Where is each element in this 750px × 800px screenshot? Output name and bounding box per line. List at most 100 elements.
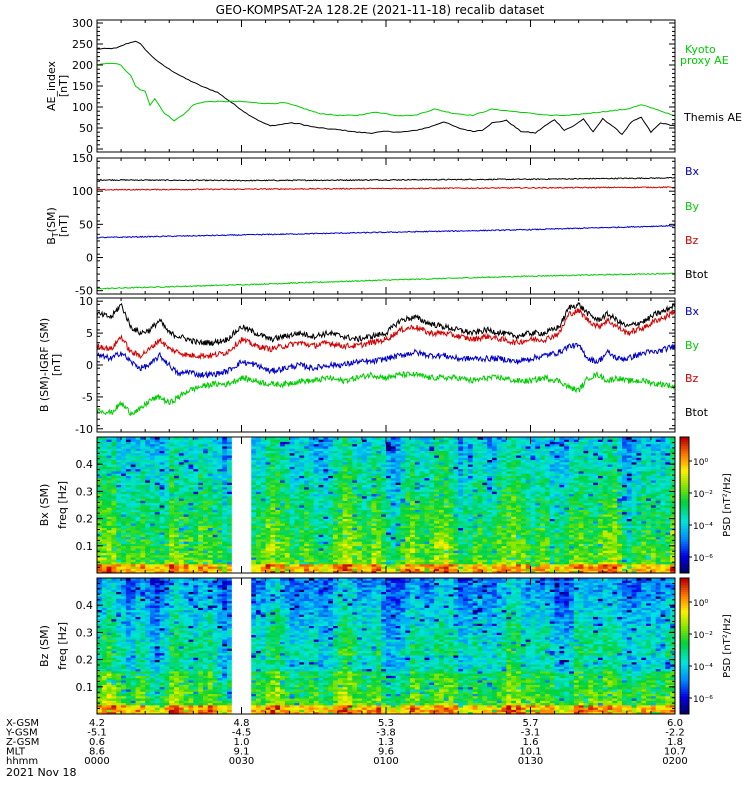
spectrogram-cell: [106, 543, 112, 547]
spectrogram-cell: [424, 455, 430, 458]
spectrogram-cell: [251, 455, 257, 458]
spectrogram-cell: [130, 548, 136, 551]
spectrogram-cell: [260, 518, 266, 522]
spectrogram-cell: [318, 461, 324, 465]
spectrogram-cell: [357, 468, 363, 472]
spectrogram-cell: [328, 563, 334, 567]
spectrogram-cell: [121, 498, 127, 501]
spectrogram-cell: [482, 552, 488, 556]
spectrogram-cell: [448, 477, 454, 481]
spectrogram-cell: [313, 464, 319, 467]
spectrogram-cell: [424, 543, 430, 547]
spectrogram-cell: [202, 563, 209, 567]
spectrogram-cell: [414, 527, 421, 531]
spectrogram-cell: [414, 529, 421, 533]
spectrogram-cell: [376, 437, 382, 440]
spectrogram-cell: [458, 480, 464, 483]
spectrogram-cell: [429, 539, 435, 542]
spectrogram-cell: [333, 541, 339, 544]
spectrogram-cell: [145, 439, 151, 442]
spectrogram-cell: [410, 455, 416, 458]
spectrogram-cell: [414, 541, 421, 544]
spectrogram-cell: [458, 498, 464, 501]
spectrogram-cell: [472, 480, 478, 483]
spectrogram-cell: [121, 539, 127, 542]
spectrogram-cell: [111, 439, 117, 442]
spectrogram-cell: [342, 527, 348, 531]
spectrogram-cell: [202, 477, 209, 481]
spectrogram-cell: [419, 566, 425, 569]
spectrogram-cell: [386, 541, 392, 544]
spectrogram-cell: [381, 486, 387, 490]
spectrogram-cell: [222, 452, 228, 456]
spectrogram-cell: [328, 491, 334, 495]
spectrogram-cell: [169, 480, 175, 483]
spectrogram-cell: [202, 518, 209, 522]
spectrogram-cell: [352, 514, 358, 517]
spectrogram-cell: [116, 495, 122, 499]
spectrogram-cell: [458, 464, 464, 467]
spectrogram-cell: [270, 561, 276, 565]
spectrogram-cell: [227, 441, 233, 445]
spectrogram-cell: [337, 486, 344, 490]
spectrogram-cell: [159, 552, 165, 556]
spectrogram-cell: [222, 450, 228, 454]
spectrogram-cell: [116, 473, 122, 476]
spectrogram-cell: [116, 500, 122, 504]
spectrogram-cell: [472, 461, 478, 465]
spectrogram-cell: [313, 523, 319, 526]
spectrogram-cell: [390, 477, 397, 481]
spectrogram-cell: [101, 502, 108, 506]
spectrogram-cell: [386, 545, 392, 549]
spectrogram-cell: [149, 471, 156, 474]
spectrogram-cell: [251, 527, 257, 531]
spectrogram-cell: [419, 437, 425, 440]
spectrogram-cell: [308, 518, 315, 522]
panel-db-frame: [96, 297, 676, 433]
spectrogram-cell: [188, 550, 194, 553]
spectrogram-cell: [371, 545, 377, 549]
spectrogram-cell: [463, 457, 469, 461]
spectrogram-cell: [438, 529, 445, 533]
spectrogram-cell: [198, 552, 204, 556]
spectrogram-cell: [149, 491, 156, 495]
spectrogram-cell: [347, 459, 353, 463]
spectrogram-cell: [366, 523, 372, 526]
spectrogram-cell: [448, 557, 454, 560]
spectrogram-cell: [202, 516, 209, 519]
spectrogram-cell: [289, 468, 295, 472]
spectrogram-cell: [280, 518, 286, 522]
spectrogram-cell: [212, 509, 218, 513]
spectrogram-cell: [342, 561, 348, 565]
spectrogram-cell: [121, 527, 127, 531]
spectrogram-cell: [443, 520, 450, 524]
spectrogram-cell: [188, 480, 194, 483]
spectrogram-cell: [467, 529, 474, 533]
spectrogram-cell: [323, 511, 329, 515]
spectrogram-cell: [400, 507, 406, 510]
spectrogram-cell: [304, 471, 310, 474]
spectrogram-cell: [376, 455, 382, 458]
spectrogram-cell: [121, 477, 127, 481]
spectrogram-cell: [328, 502, 334, 506]
spectrogram-cell: [453, 514, 459, 517]
spectrogram-cell: [227, 552, 233, 556]
spectrogram-cell: [381, 509, 387, 513]
spectrogram-cell: [390, 518, 397, 522]
spectrogram-cell: [260, 450, 266, 454]
spectrogram-cell: [101, 477, 108, 481]
spectrogram-cell: [333, 455, 339, 458]
spectrogram-cell: [299, 527, 305, 531]
spectrogram-cell: [260, 523, 266, 526]
spectrogram-cell: [260, 525, 266, 529]
spectrogram-cell: [299, 439, 305, 442]
spectrogram-cell: [284, 514, 291, 517]
spectrogram-cell: [125, 495, 132, 499]
spectrogram-cell: [294, 539, 300, 542]
spectrogram-cell: [265, 493, 271, 497]
spectrogram-cell: [265, 554, 271, 558]
spectrogram-cell: [159, 473, 165, 476]
spectrogram-cell: [289, 520, 295, 524]
spectrogram-cell: [164, 520, 170, 524]
spectrogram-cell: [125, 507, 132, 510]
